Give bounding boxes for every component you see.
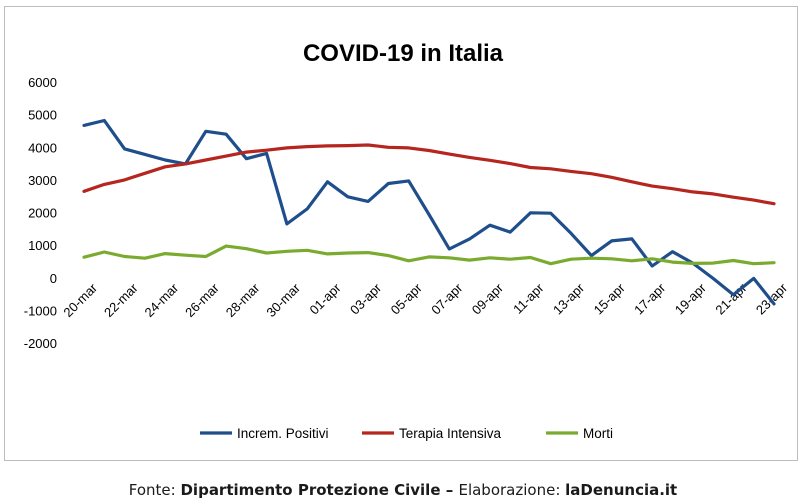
x-tick-label: 11-apr [510,280,547,317]
x-tick-label: 07-apr [428,280,466,318]
legend-label: Increm. Positivi [237,426,329,441]
source-credit: Fonte: Dipartimento Protezione Civile – … [0,481,806,499]
source-separator: – [440,481,459,499]
y-tick-label: 3000 [28,173,57,188]
x-tick-label: 30-mar [263,280,303,320]
series-line-2 [82,244,776,266]
x-axis: 20-mar 22-mar 24-mar 26-mar 28-mar 30-mar 01-a… [60,280,790,320]
y-tick-label: 2000 [28,206,57,221]
chart-frame [4,6,798,461]
x-tick-label: 09-apr [469,280,507,318]
series-line-1 [82,143,776,206]
y-axis: -2000 -1000 0 1000 2000 3000 4000 5000 6000 [24,75,57,351]
x-tick-label: 17-apr [631,280,669,318]
series-lines [82,118,776,306]
series-line-0 [82,118,776,306]
legend-label: Morti [583,426,613,441]
x-tick-label: 05-apr [388,280,426,318]
legend-label: Terapia Intensiva [399,426,502,441]
chart-title: COVID-19 in Italia [303,40,504,67]
y-tick-label: 4000 [28,140,57,155]
credit-label: Elaborazione: [458,481,566,499]
y-tick-label: 1000 [28,238,57,253]
x-tick-label: 19-apr [672,280,710,318]
x-tick-label: 20-mar [60,280,100,320]
x-tick-label: 15-apr [591,280,629,318]
y-tick-label: -1000 [24,303,57,318]
x-tick-label: 24-mar [142,280,182,320]
credit-name: laDenuncia.it [565,481,678,499]
line-chart: COVID-19 in Italia -2000 -1000 0 1000 2000 30… [24,40,791,441]
y-tick-label: -2000 [24,336,57,351]
x-tick-label: 01-apr [306,280,344,318]
x-tick-label: 13-apr [550,280,588,318]
x-tick-label: 28-mar [223,280,263,320]
x-tick-label: 03-apr [347,280,385,318]
x-tick-label: 26-mar [182,280,222,320]
x-tick-label: 22-mar [101,280,141,320]
source-origin: Dipartimento Protezione Civile [180,481,441,499]
legend: Increm. Positivi Terapia Intensiva Morti [200,426,613,441]
y-tick-label: 5000 [28,108,57,123]
source-prefix: Fonte: [128,481,181,499]
y-tick-label: 0 [50,271,57,286]
y-tick-label: 6000 [28,75,57,90]
